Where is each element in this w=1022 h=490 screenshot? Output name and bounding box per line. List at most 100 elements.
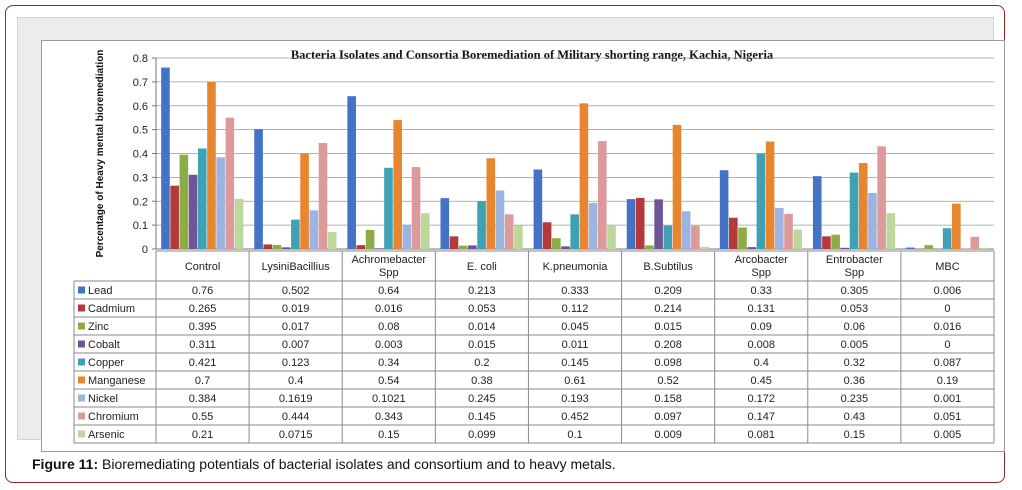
table-cell-value: 0.1: [567, 429, 582, 441]
bar-zinc-3: [458, 245, 468, 249]
table-cell-value: 0.053: [841, 303, 869, 315]
bar-copper-2: [384, 167, 393, 249]
bar-arsenic-4: [607, 225, 616, 250]
legend-swatch-manganese: [78, 376, 85, 384]
table-cell-value: 0.61: [564, 375, 585, 387]
legend-label-zinc: Zinc: [88, 321, 109, 333]
table-cell-value: 0.32: [844, 357, 865, 369]
table-cell-value: 0.112: [562, 303, 589, 315]
bar-cobalt-7: [840, 247, 850, 249]
bar-cobalt-6: [747, 247, 757, 249]
bar-manganese-6: [765, 141, 775, 249]
table-cell-value: 0.452: [561, 411, 589, 423]
bar-cobalt-3: [468, 245, 477, 249]
bar-zinc-6: [738, 227, 747, 249]
bar-copper-5: [663, 225, 673, 249]
y-tick-label: 0.4: [133, 149, 148, 161]
bar-arsenic-0: [234, 198, 244, 249]
bar-arsenic-1: [327, 231, 337, 249]
bar-nickel-3: [495, 190, 505, 249]
table-cell-value: 0.193: [561, 393, 589, 405]
table-cell-value: 0.131: [747, 303, 775, 315]
bar-zinc-0: [179, 154, 189, 249]
bar-zinc-5: [645, 245, 654, 249]
bar-manganese-0: [207, 81, 216, 249]
bar-lead-3: [440, 198, 450, 249]
legend-label-cadmium: Cadmium: [88, 303, 135, 315]
table-cell-value: 0.21: [192, 429, 213, 441]
bar-copper-4: [570, 214, 579, 249]
table-cell-value: 0.0715: [279, 429, 313, 441]
table-cell-value: 0.005: [841, 339, 869, 351]
y-tick-label: 0.5: [133, 125, 148, 137]
table-cell-value: 0.007: [282, 339, 310, 351]
bar-zinc-7: [831, 234, 840, 249]
table-cell-value: 0.099: [468, 429, 496, 441]
table-cell-value: 0.444: [282, 411, 310, 423]
legend-label-copper: Copper: [88, 357, 124, 369]
bar-cadmium-2: [356, 245, 366, 249]
y-tick-label: 0.7: [133, 77, 148, 89]
category-label: E. coli: [467, 261, 497, 273]
legend-swatch-lead: [78, 286, 85, 294]
bar-chromium-2: [411, 167, 421, 249]
table-cell-value: 0.001: [934, 393, 962, 405]
table-cell-value: 0.016: [934, 321, 962, 333]
legend-label-chromium: Chromium: [88, 411, 139, 423]
bar-copper-8: [942, 228, 952, 249]
bar-chromium-8: [970, 236, 980, 249]
table-cell-value: 0.311: [189, 339, 216, 351]
bar-lead-2: [347, 96, 356, 249]
table-cell-value: 0.019: [282, 303, 310, 315]
table-cell-value: 0.15: [844, 429, 865, 441]
bar-cadmium-3: [449, 236, 459, 249]
table-cell-value: 0.64: [378, 285, 399, 297]
table-cell-value: 0.43: [844, 411, 865, 423]
bar-arsenic-7: [886, 213, 896, 249]
table-cell-value: 0.36: [844, 375, 865, 387]
bar-zinc-8: [924, 245, 934, 249]
bar-cadmium-6: [729, 217, 738, 249]
table-cell-value: 0.343: [375, 411, 403, 423]
bar-arsenic-2: [420, 213, 430, 249]
table-cell-value: 0.52: [657, 375, 678, 387]
bar-cobalt-0: [188, 174, 198, 249]
bar-lead-5: [626, 199, 636, 249]
table-cell-value: 0.014: [468, 321, 496, 333]
table-cell-value: 0: [944, 303, 950, 315]
y-tick-label: 0.1: [133, 220, 148, 232]
table-cell-value: 0.015: [654, 321, 682, 333]
bar-copper-6: [756, 153, 766, 249]
bar-arsenic-6: [793, 229, 803, 249]
y-tick-label: 0.2: [133, 196, 148, 208]
table-cell-value: 0.045: [561, 321, 589, 333]
bar-lead-1: [254, 129, 263, 249]
table-cell-value: 0.305: [841, 285, 869, 297]
bar-copper-7: [849, 172, 859, 249]
table-cell-value: 0.34: [378, 357, 399, 369]
table-cell-value: 0.015: [468, 339, 496, 351]
table-cell-value: 0.208: [654, 339, 682, 351]
table-cell-value: 0.214: [654, 303, 682, 315]
legend-label-cobalt: Cobalt: [88, 339, 120, 351]
bar-zinc-2: [365, 229, 375, 249]
table-cell-value: 0.009: [654, 429, 682, 441]
table-cell-value: 0.245: [468, 393, 496, 405]
bar-nickel-2: [402, 224, 412, 249]
bar-chart: Bacteria Isolates and Consortia Boremedi…: [73, 48, 995, 444]
bar-cobalt-5: [654, 199, 663, 249]
table-cell-value: 0.55: [192, 411, 213, 423]
category-label: K.pneumonia: [543, 261, 609, 273]
bar-manganese-7: [858, 163, 868, 249]
table-cell-value: 0.7: [195, 375, 210, 387]
category-label: Entrobacter Spp: [826, 254, 883, 279]
bar-nickel-4: [588, 202, 598, 249]
bar-zinc-1: [272, 244, 282, 249]
figure-caption: Figure 11: Bioremediating potentials of …: [32, 456, 616, 472]
bar-nickel-1: [309, 210, 319, 249]
table-cell-value: 0.145: [468, 411, 496, 423]
table-cell-value: 0.158: [654, 393, 682, 405]
bar-lead-4: [533, 169, 543, 249]
bar-nickel-6: [775, 207, 784, 249]
table-cell-value: 0.54: [378, 375, 399, 387]
